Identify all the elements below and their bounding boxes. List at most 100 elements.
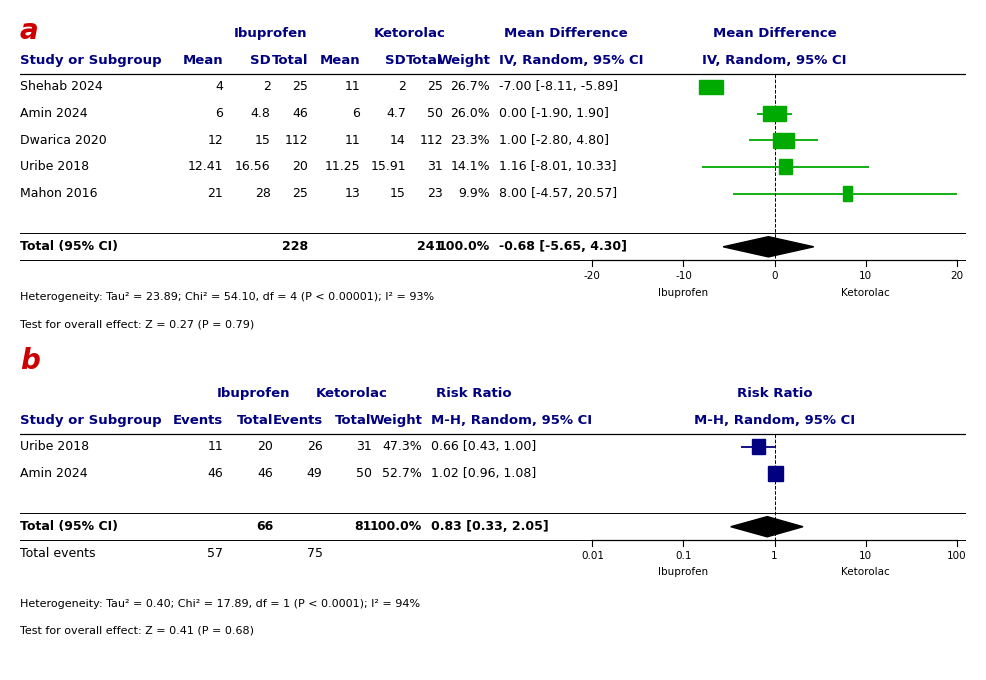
- Polygon shape: [731, 517, 803, 537]
- Text: Ketorolac: Ketorolac: [841, 288, 890, 298]
- Bar: [751, 439, 765, 454]
- Text: Risk Ratio: Risk Ratio: [737, 387, 812, 400]
- Text: Mean Difference: Mean Difference: [713, 27, 836, 40]
- Text: SD: SD: [386, 54, 406, 67]
- Text: 50: 50: [356, 467, 372, 480]
- Text: 47.3%: 47.3%: [383, 441, 422, 454]
- Text: 112: 112: [285, 134, 309, 147]
- Text: Study or Subgroup: Study or Subgroup: [20, 413, 162, 426]
- Text: 28: 28: [254, 187, 270, 200]
- Text: Total: Total: [406, 54, 443, 67]
- Text: Total (95% CI): Total (95% CI): [20, 240, 117, 253]
- Text: IV, Random, 95% CI: IV, Random, 95% CI: [702, 54, 847, 67]
- Text: 11.25: 11.25: [324, 160, 361, 173]
- Text: 10: 10: [859, 551, 873, 561]
- Text: M-H, Random, 95% CI: M-H, Random, 95% CI: [694, 413, 855, 426]
- Text: 100.0%: 100.0%: [438, 240, 490, 253]
- Text: 31: 31: [427, 160, 443, 173]
- Text: Ibuprofen: Ibuprofen: [659, 566, 709, 577]
- Text: 20: 20: [951, 271, 963, 282]
- Text: 9.9%: 9.9%: [458, 187, 490, 200]
- Text: 1: 1: [771, 551, 778, 561]
- Text: Test for overall effect: Z = 0.41 (P = 0.68): Test for overall effect: Z = 0.41 (P = 0…: [20, 626, 253, 636]
- Bar: [768, 466, 783, 481]
- Text: 4.8: 4.8: [250, 107, 270, 120]
- Text: 46: 46: [293, 107, 309, 120]
- Text: 15: 15: [390, 187, 406, 200]
- Text: Ibuprofen: Ibuprofen: [234, 27, 308, 40]
- Text: Study or Subgroup: Study or Subgroup: [20, 54, 162, 67]
- Text: 10: 10: [859, 271, 873, 282]
- Text: 0.83 [0.33, 2.05]: 0.83 [0.33, 2.05]: [432, 520, 549, 533]
- Text: 46: 46: [257, 467, 273, 480]
- Text: Risk Ratio: Risk Ratio: [436, 387, 512, 400]
- Text: 241: 241: [416, 240, 443, 253]
- Text: b: b: [20, 347, 39, 375]
- Text: 8.00 [-4.57, 20.57]: 8.00 [-4.57, 20.57]: [499, 187, 617, 200]
- Bar: [779, 159, 792, 174]
- Text: 14: 14: [390, 134, 406, 147]
- Text: 100.0%: 100.0%: [370, 520, 422, 533]
- Text: 0.00 [-1.90, 1.90]: 0.00 [-1.90, 1.90]: [499, 107, 608, 120]
- Text: Events: Events: [173, 413, 223, 426]
- Text: 52.7%: 52.7%: [383, 467, 422, 480]
- Text: Shehab 2024: Shehab 2024: [20, 80, 103, 93]
- Text: 11: 11: [207, 441, 223, 454]
- Text: Total: Total: [335, 413, 372, 426]
- Text: Heterogeneity: Tau² = 23.89; Chi² = 54.10, df = 4 (P < 0.00001); I² = 93%: Heterogeneity: Tau² = 23.89; Chi² = 54.1…: [20, 292, 434, 303]
- Text: Amin 2024: Amin 2024: [20, 107, 88, 120]
- Text: 0.01: 0.01: [581, 551, 603, 561]
- Text: Mean: Mean: [319, 54, 361, 67]
- Text: Total: Total: [237, 413, 273, 426]
- Text: Mean Difference: Mean Difference: [505, 27, 628, 40]
- Text: Ketorolac: Ketorolac: [317, 387, 387, 400]
- Text: 25: 25: [427, 80, 443, 93]
- Text: Ibuprofen: Ibuprofen: [659, 288, 709, 298]
- Text: Ketorolac: Ketorolac: [841, 566, 890, 577]
- Text: Dwarica 2020: Dwarica 2020: [20, 134, 106, 147]
- Text: 1.02 [0.96, 1.08]: 1.02 [0.96, 1.08]: [432, 467, 536, 480]
- Text: 23: 23: [427, 187, 443, 200]
- Text: 16.56: 16.56: [235, 160, 270, 173]
- Text: 25: 25: [293, 80, 309, 93]
- Text: Uribe 2018: Uribe 2018: [20, 160, 89, 173]
- Text: M-H, Random, 95% CI: M-H, Random, 95% CI: [432, 413, 593, 426]
- Text: Amin 2024: Amin 2024: [20, 467, 88, 480]
- Text: Uribe 2018: Uribe 2018: [20, 441, 89, 454]
- Text: 6: 6: [215, 107, 223, 120]
- Text: 2: 2: [262, 80, 270, 93]
- Text: 6: 6: [353, 107, 361, 120]
- Text: 23.3%: 23.3%: [451, 134, 490, 147]
- Text: 0: 0: [771, 271, 778, 282]
- Text: IV, Random, 95% CI: IV, Random, 95% CI: [499, 54, 643, 67]
- Text: 26: 26: [307, 441, 322, 454]
- Text: 46: 46: [207, 467, 223, 480]
- Text: 11: 11: [345, 134, 361, 147]
- Text: 4: 4: [215, 80, 223, 93]
- Text: 2: 2: [398, 80, 406, 93]
- Bar: [763, 106, 786, 121]
- Text: 15: 15: [254, 134, 270, 147]
- Text: Weight: Weight: [369, 413, 422, 426]
- Text: 11: 11: [345, 80, 361, 93]
- Text: 15.91: 15.91: [371, 160, 406, 173]
- Text: -20: -20: [584, 271, 600, 282]
- Text: 0.1: 0.1: [675, 551, 692, 561]
- Text: 13: 13: [345, 187, 361, 200]
- Text: 26.0%: 26.0%: [451, 107, 490, 120]
- Text: Total (95% CI): Total (95% CI): [20, 520, 117, 533]
- Text: 1.16 [-8.01, 10.33]: 1.16 [-8.01, 10.33]: [499, 160, 616, 173]
- Text: Total events: Total events: [20, 547, 96, 560]
- Text: 66: 66: [256, 520, 273, 533]
- Text: Ibuprofen: Ibuprofen: [216, 387, 290, 400]
- Text: Ketorolac: Ketorolac: [374, 27, 445, 40]
- Text: 4.7: 4.7: [387, 107, 406, 120]
- Text: -10: -10: [675, 271, 692, 282]
- Text: 14.1%: 14.1%: [451, 160, 490, 173]
- Text: 50: 50: [427, 107, 443, 120]
- Text: 57: 57: [207, 547, 223, 560]
- Text: 100: 100: [947, 551, 966, 561]
- Bar: [698, 80, 723, 95]
- Text: Total: Total: [272, 54, 309, 67]
- Bar: [773, 133, 794, 148]
